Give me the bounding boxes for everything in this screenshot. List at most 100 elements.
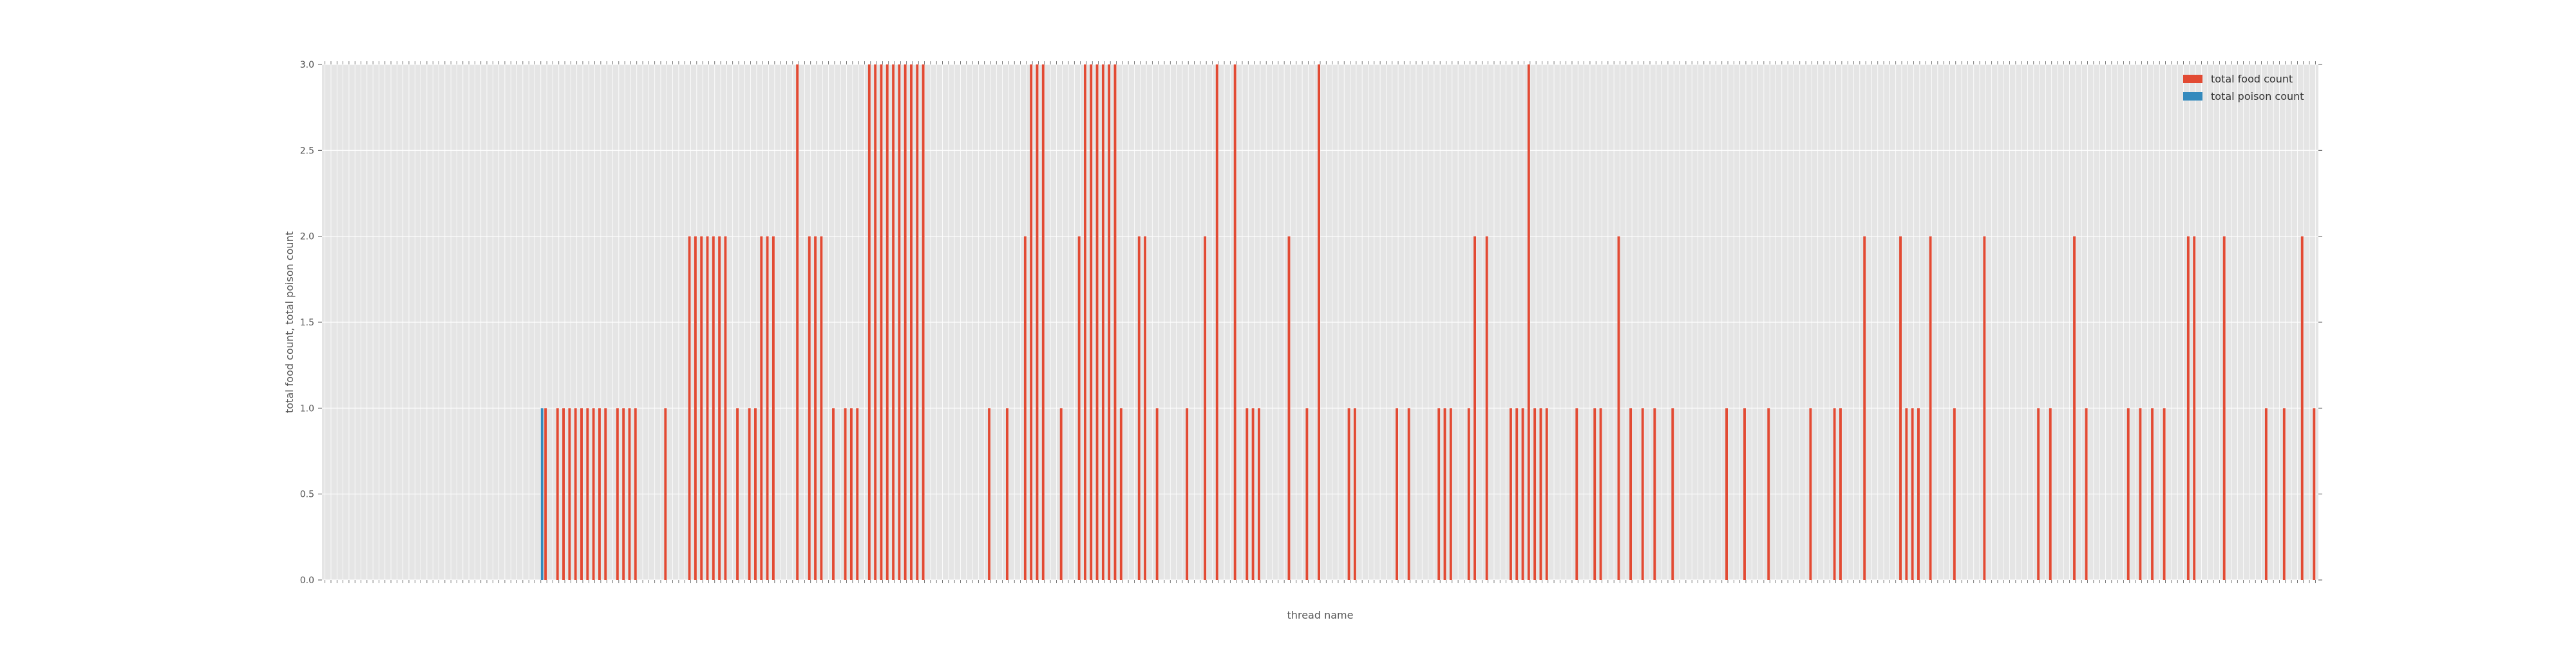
food-bar <box>904 64 907 580</box>
food-bar <box>574 408 577 580</box>
food-bar <box>880 64 883 580</box>
food-bar <box>1030 64 1033 580</box>
food-bar <box>1617 236 1620 581</box>
food-bar <box>1767 408 1770 580</box>
food-bar <box>1347 408 1350 580</box>
food-bar <box>1119 408 1122 580</box>
food-bar <box>1641 408 1644 580</box>
food-bar <box>604 408 607 580</box>
y-tick-label: 3.0 <box>300 60 314 70</box>
food-bar <box>1599 408 1602 580</box>
food-bar <box>910 64 913 580</box>
food-bar <box>2264 408 2268 580</box>
food-bar <box>898 64 901 580</box>
legend-label-poison: total poison count <box>2211 90 2304 102</box>
food-bar <box>1653 408 1656 580</box>
food-bar <box>580 408 583 580</box>
food-bar <box>1108 64 1111 580</box>
food-bar <box>688 236 691 581</box>
food-bar <box>1593 408 1596 580</box>
food-bar <box>622 408 625 580</box>
food-bar <box>1485 236 1488 581</box>
food-bar <box>922 64 925 580</box>
food-bar <box>808 236 811 581</box>
food-bar <box>2073 236 2076 581</box>
food-bar <box>1983 236 1986 581</box>
food-bar <box>2151 408 2154 580</box>
food-bar <box>1929 236 1932 581</box>
food-bar <box>556 408 559 580</box>
y-tick-label: 1.5 <box>300 318 314 328</box>
food-bar <box>1833 408 1836 580</box>
food-bar <box>1527 64 1530 580</box>
food-bar <box>766 236 769 581</box>
food-bar <box>664 408 667 580</box>
legend-swatch-food <box>2183 75 2202 83</box>
food-bar <box>1396 408 1399 580</box>
food-bar <box>844 408 847 580</box>
food-bar <box>772 236 775 581</box>
poison-bar <box>540 408 544 580</box>
food-bar <box>706 236 709 581</box>
food-bar <box>1671 408 1674 580</box>
y-tick-label: 2.5 <box>300 146 314 156</box>
food-bar <box>592 408 595 580</box>
food-bar <box>1575 408 1578 580</box>
food-bar <box>820 236 823 581</box>
food-bar <box>1629 408 1633 580</box>
food-bar <box>712 236 715 581</box>
y-tick-label: 1.0 <box>300 403 314 414</box>
food-bar <box>856 408 859 580</box>
food-bar <box>1095 64 1099 580</box>
food-bar <box>2282 408 2286 580</box>
food-bar <box>736 408 739 580</box>
food-bar <box>1287 236 1291 581</box>
food-bar <box>700 236 703 581</box>
food-bar <box>1023 236 1027 581</box>
food-bar <box>1917 408 1920 580</box>
y-axis-label: total food count, total poison count <box>283 231 296 413</box>
food-bar <box>988 408 990 580</box>
food-bar <box>1353 408 1356 580</box>
x-axis-label: thread name <box>1287 609 1354 621</box>
food-bar <box>1905 408 1908 580</box>
bars <box>540 64 2316 581</box>
food-bar <box>1257 408 1260 580</box>
legend: total food count total poison count <box>2183 73 2304 102</box>
food-bar <box>586 408 589 580</box>
food-bar <box>2186 236 2190 581</box>
food-bar <box>886 64 889 580</box>
y-tick-label: 2.0 <box>300 232 314 242</box>
food-bar <box>2139 408 2142 580</box>
axes: 0.0 0.5 1.0 1.5 2.0 2.5 3.0 <box>300 60 2322 586</box>
food-bar <box>544 408 547 580</box>
food-bar <box>1090 64 1093 580</box>
food-bar <box>2163 408 2166 580</box>
food-bar <box>2037 408 2040 580</box>
food-bar <box>1743 408 1746 580</box>
food-bar <box>2193 236 2196 581</box>
food-bar <box>1911 408 1914 580</box>
food-bar <box>1305 408 1309 580</box>
food-bar <box>867 64 871 580</box>
food-bar <box>2049 408 2052 580</box>
food-bar <box>628 408 631 580</box>
food-bar <box>748 408 751 580</box>
food-bar <box>1509 408 1512 580</box>
food-bar <box>814 236 817 581</box>
y-tick-label: 0.5 <box>300 490 314 500</box>
food-bar <box>2313 408 2316 580</box>
food-bar <box>1521 408 1524 580</box>
food-bar <box>1443 408 1446 580</box>
food-bar <box>1437 408 1441 580</box>
food-bar <box>2126 408 2130 580</box>
food-bar <box>1545 408 1548 580</box>
food-bar <box>562 408 565 580</box>
food-bar <box>1113 64 1117 580</box>
food-bar <box>1467 408 1470 580</box>
food-bar <box>892 64 895 580</box>
food-bar <box>1407 408 1410 580</box>
food-bar <box>1318 64 1320 580</box>
